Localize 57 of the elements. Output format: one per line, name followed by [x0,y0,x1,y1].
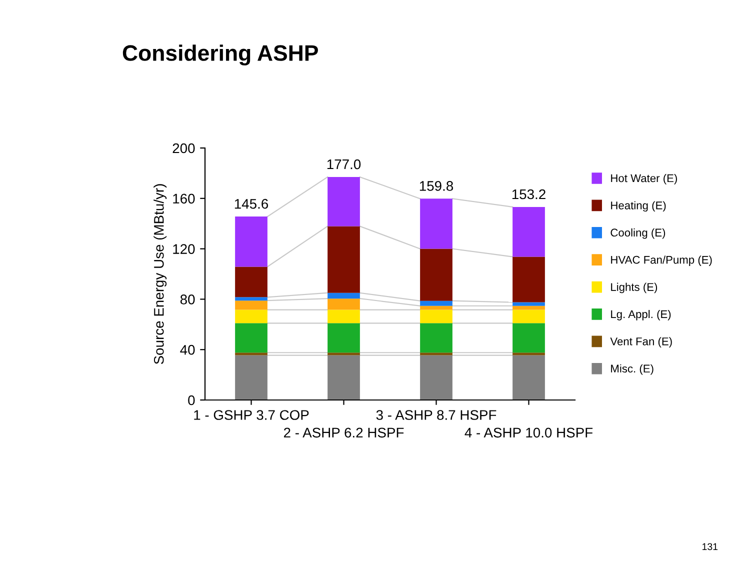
bar [328,292,360,299]
bar [235,355,268,400]
bar [420,306,452,310]
legend-label: Heating (E) [611,201,666,212]
bar [235,323,268,353]
y-tick-label: 0 [188,395,195,406]
x-tick-label: 1 - GSHP 3.7 COP [194,410,309,420]
y-tick-label: 160 [173,194,195,204]
bar [328,323,360,353]
legend-label: Misc. (E) [611,364,654,375]
total-label: 153.2 [512,189,546,200]
y-tick-label: 40 [180,344,195,355]
bar [420,323,452,353]
bar [512,256,545,302]
bar [235,352,268,356]
bar [328,352,360,356]
bar [512,323,545,353]
text: 131 [702,543,718,550]
legend-label: HVAC Fan/Pump (E) [611,256,712,266]
legend-label: Vent Fan (E) [610,337,672,348]
bar [512,206,545,257]
bar [420,300,452,306]
x-tick-label: 3 - ASHP 8.7 HSPF [376,410,496,420]
legend-label: Lights (E) [611,282,658,294]
bar [328,355,360,400]
bar [420,355,452,400]
total-label: 177.0 [327,159,361,170]
bar [512,306,545,310]
bar [235,297,268,301]
bar [420,198,452,249]
y-tick-label: 200 [172,143,195,154]
y-tick-label: 80 [180,294,195,304]
bar [512,355,545,400]
bar [512,352,545,356]
legend-label: Lg. Appl. (E) [611,310,671,320]
y-axis-title: Source Energy Use (MBtu/yr) [154,184,167,364]
legend-label: Hot Water (E) [611,174,677,184]
bar [235,310,268,324]
bar [235,300,268,310]
total-label: 145.6 [234,198,268,209]
bar [420,352,452,356]
chart-title: Considering ASHP [122,44,318,66]
bar [328,298,360,310]
total-label: 159.8 [420,181,454,191]
y-tick-label: 120 [173,244,195,254]
bar [328,310,360,324]
bar [420,248,452,301]
bar [512,302,545,306]
x-tick-label: 4 - ASHP 10.0 HSPF [464,428,593,438]
bar [512,310,545,324]
bar [328,176,360,226]
bar [235,216,268,267]
legend-label: Cooling (E) [610,228,666,239]
x-tick-label: 2 - ASHP 6.2 HSPF [284,428,404,438]
bar [328,226,360,293]
bar [420,310,452,324]
bar [235,266,268,298]
